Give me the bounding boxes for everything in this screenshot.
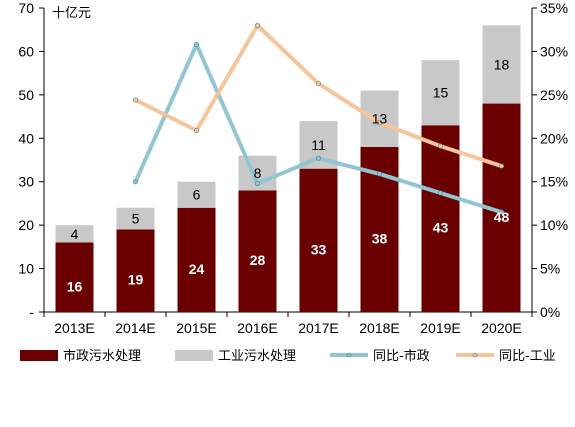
y-right-tick-label: 15% [540,174,568,190]
line-point [255,180,261,186]
line-point [315,81,321,87]
legend-label: 同比-工业 [499,349,556,364]
line-point [194,127,200,133]
bar-data-label: 15 [433,85,449,101]
line-point [437,190,443,196]
line-point [498,209,504,215]
legend-marker [346,352,352,358]
bar-data-label: 18 [494,56,510,72]
y-right-tick-label: 20% [540,130,568,146]
unit-label: 十亿元 [52,6,91,21]
line-point [376,171,382,177]
y-right-tick-label: 25% [540,87,568,103]
y-left-tick-label: 30 [18,174,34,190]
y-left-tick-label: 60 [18,43,34,59]
bar-data-label: 16 [67,278,83,294]
bar-data-label: 5 [132,211,140,227]
y-left-tick-label: - [29,304,34,320]
bar-segment [116,229,155,312]
bar-data-label: 11 [311,137,326,153]
y-right-tick-label: 35% [540,0,568,16]
bar-data-label: 33 [311,241,327,257]
bar-segment [55,242,94,312]
y-left-tick-label: 50 [18,87,34,103]
bar-segment [116,207,155,230]
y-right-tick-label: 5% [540,261,560,277]
bar-data-label: 4 [71,226,79,242]
line-point [255,22,261,28]
bar-segment [238,190,277,312]
bar-segment [299,168,338,312]
x-tick-label: 2017E [298,320,338,336]
x-tick-label: 2016E [237,320,277,336]
y-left-tick-label: 70 [18,0,34,16]
legend-marker [472,352,478,358]
line-point [194,41,200,47]
bar-data-label: 28 [250,252,266,268]
y-right-tick-label: 30% [540,43,568,59]
line-point [315,155,321,161]
bar-data-label: 19 [128,272,144,288]
line-point [376,120,382,126]
x-tick-label: 2020E [481,320,521,336]
y-left-tick-label: 20 [18,217,34,233]
bar-data-label: 13 [372,111,388,127]
bar-data-label: 6 [193,187,201,203]
bar-data-label: 8 [254,165,262,181]
bar-segment [360,90,399,147]
x-tick-label: 2013E [54,320,94,336]
y-left-tick-label: 40 [18,130,34,146]
bar-data-label: 43 [433,220,449,236]
bar-data-label: 24 [189,261,205,277]
y-right-tick-label: 10% [540,217,568,233]
bar-segment [177,181,216,208]
line-point [437,143,443,149]
bar-segment [421,125,460,312]
bar-segment [421,60,460,126]
bar-segment [482,25,521,104]
line-point [133,179,139,185]
legend: 市政污水处理 工业污水处理 同比-市政 同比-工业 [20,348,556,364]
x-tick-label: 2019E [420,320,460,336]
axes: - 10 20 30 40 50 60 70 0% 5% 10% 15% 20% 25% 30% 35% 201… [18,0,568,336]
bar-data-label: 38 [372,230,388,246]
legend-label: 市政污水处理 [63,348,141,364]
x-tick-label: 2014E [115,320,155,336]
bar-data-label: 48 [494,209,510,225]
line-point [133,97,139,103]
y-right-tick-label: 0% [540,304,560,320]
legend-label: 同比-市政 [373,348,430,364]
data-labels: 16 4 19 5 24 6 28 8 33 11 38 13 43 15 48 18 [67,56,510,294]
x-tick-label: 2015E [176,320,216,336]
legend-swatch [175,350,213,361]
legend-label: 工业污水处理 [218,349,296,364]
bar-segment [177,207,216,312]
legend-swatch [20,350,58,361]
line-point [498,163,504,169]
y-left-tick-label: 10 [18,261,34,277]
x-tick-label: 2018E [359,320,399,336]
bars [55,25,521,313]
lines [133,22,504,215]
bar-segment [55,225,94,243]
